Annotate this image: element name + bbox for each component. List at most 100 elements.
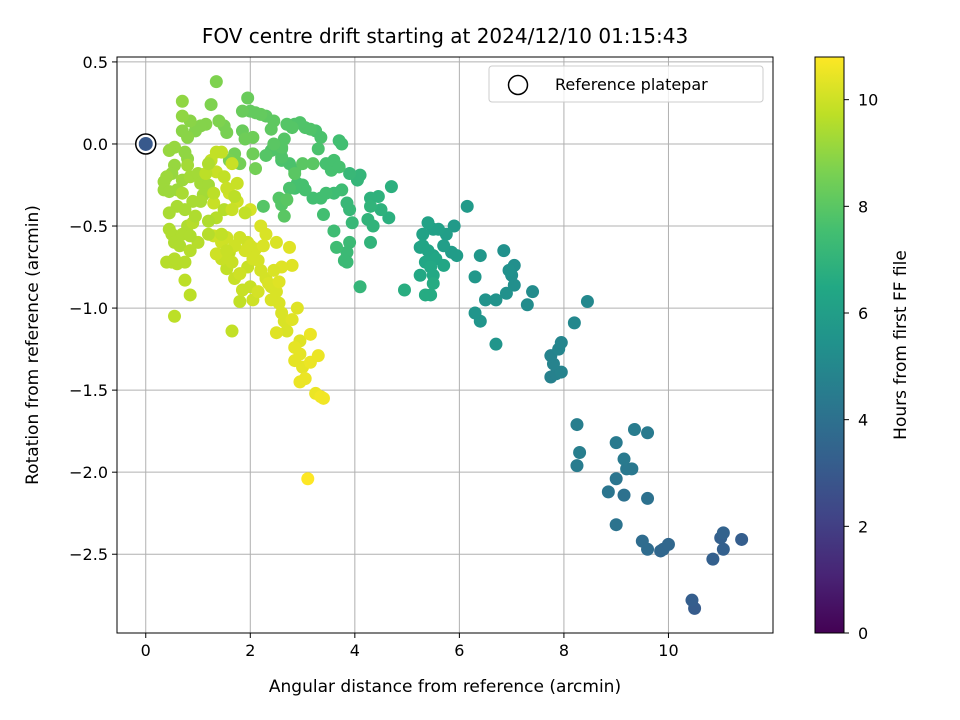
data-point	[473, 249, 487, 263]
data-point	[215, 227, 229, 241]
x-tick-label: 8	[559, 641, 569, 660]
data-point	[424, 288, 438, 302]
data-point	[641, 426, 655, 440]
data-point	[209, 75, 223, 89]
colorbar-tick-label: 6	[858, 304, 868, 323]
data-point	[311, 142, 325, 156]
data-point	[215, 145, 229, 159]
data-point	[175, 186, 189, 200]
colorbar-tick-label: 4	[858, 411, 868, 430]
data-point	[437, 258, 451, 272]
data-point	[366, 219, 380, 233]
data-point	[220, 244, 234, 258]
data-point	[225, 203, 239, 217]
data-point	[183, 244, 197, 258]
data-point	[199, 167, 213, 181]
data-point	[426, 276, 440, 290]
data-point	[280, 193, 294, 207]
reference-marker	[134, 133, 157, 155]
data-point	[706, 552, 720, 566]
data-point	[282, 240, 296, 254]
data-point	[332, 134, 346, 148]
data-point	[580, 295, 594, 309]
data-point	[280, 117, 294, 131]
data-point	[254, 219, 268, 233]
data-point	[267, 137, 281, 151]
data-point	[468, 270, 482, 284]
data-point	[554, 336, 568, 350]
legend-marker-icon	[507, 74, 529, 96]
data-point	[201, 214, 215, 228]
data-point	[635, 534, 649, 548]
data-point	[343, 203, 357, 217]
data-point	[413, 268, 427, 282]
data-point	[241, 91, 255, 105]
data-point	[235, 104, 249, 118]
x-tick-label: 0	[141, 641, 151, 660]
colorbar-tick-label: 8	[858, 197, 868, 216]
data-point	[384, 180, 398, 194]
data-point	[609, 472, 623, 486]
data-point	[460, 199, 474, 213]
data-point	[526, 285, 540, 299]
data-point	[264, 122, 278, 136]
data-point	[332, 160, 346, 174]
data-point	[269, 326, 283, 340]
colorbar-tick-label: 0	[858, 624, 868, 643]
data-point	[306, 157, 320, 171]
data-point	[489, 293, 503, 307]
data-point	[175, 94, 189, 108]
data-point	[661, 537, 675, 551]
y-tick-label: −1.5	[69, 381, 108, 400]
data-point	[520, 298, 534, 312]
data-point	[186, 194, 200, 208]
data-point	[374, 203, 388, 217]
data-point	[256, 199, 270, 213]
data-point	[570, 418, 584, 432]
data-point	[609, 436, 623, 450]
data-point	[364, 199, 378, 213]
data-point	[685, 593, 699, 607]
data-point	[209, 247, 223, 261]
data-point	[601, 485, 615, 499]
data-point	[246, 130, 260, 144]
y-axis-ticks: 0.5 0.0 −0.5 −1.0 −1.5 −2.0 −2.5	[69, 53, 117, 564]
data-point	[554, 365, 568, 379]
data-point	[262, 276, 276, 290]
data-point	[311, 349, 325, 363]
data-point	[345, 216, 359, 230]
data-point	[296, 157, 310, 171]
data-point	[233, 295, 247, 309]
y-tick-label: 0.0	[83, 135, 108, 154]
reference-marker-dot	[138, 136, 153, 151]
data-point	[306, 191, 320, 205]
data-point	[421, 216, 435, 230]
data-point	[617, 488, 631, 502]
data-point	[183, 288, 197, 302]
data-point	[285, 313, 299, 327]
colorbar-label: Hours from first FF file	[891, 250, 911, 440]
colorbar-tick-label: 10	[858, 91, 878, 110]
data-point	[327, 224, 341, 238]
data-point	[627, 423, 641, 437]
data-point	[316, 391, 330, 405]
data-point	[507, 278, 521, 292]
data-point	[330, 240, 344, 254]
legend-entry-reference: Reference platepar	[555, 75, 708, 94]
data-point	[468, 306, 482, 320]
data-point	[290, 301, 304, 315]
data-point	[238, 244, 252, 258]
data-point	[301, 472, 315, 486]
data-point	[343, 235, 357, 249]
data-point	[175, 124, 189, 138]
data-point	[716, 526, 730, 540]
data-point	[225, 324, 239, 338]
data-point	[502, 263, 516, 277]
colorbar: 0 2 4 6 8 10 Hours from first FF file	[814, 56, 911, 643]
data-point	[397, 283, 411, 297]
data-point	[181, 158, 195, 172]
data-point	[716, 542, 730, 556]
data-point	[282, 181, 296, 195]
data-point	[225, 255, 239, 269]
data-point	[609, 518, 623, 532]
